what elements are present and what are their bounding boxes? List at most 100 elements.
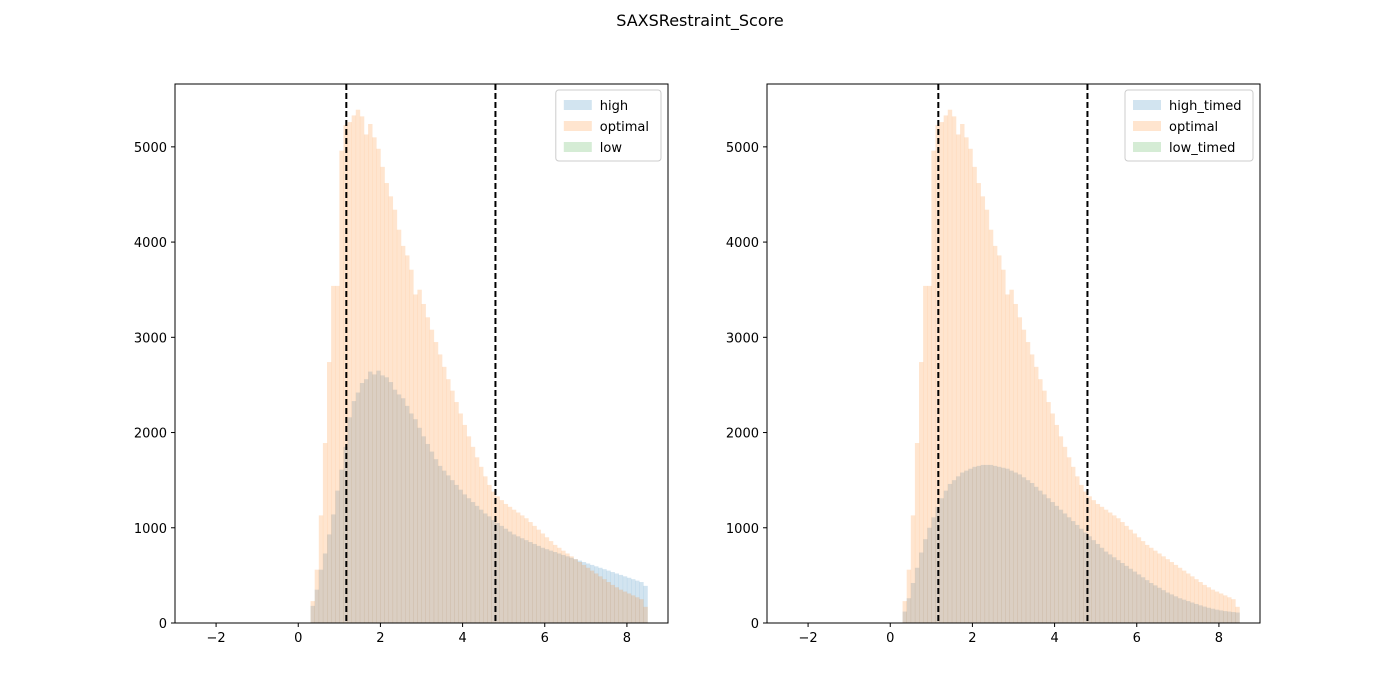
histogram-bar-optimal — [1066, 457, 1072, 623]
histogram-bar-high — [565, 556, 570, 623]
histogram-bar-optimal — [947, 109, 953, 623]
series-optimal — [310, 109, 648, 624]
histogram-bar-high-timed — [1079, 528, 1084, 623]
histogram-bar-high-timed — [1103, 551, 1109, 623]
histogram-bar-high-timed — [919, 552, 924, 623]
histogram-bar-optimal — [964, 137, 969, 623]
histogram-bar-high — [598, 567, 603, 623]
histogram-bar-high-timed — [1013, 472, 1018, 623]
histogram-bar-optimal — [380, 166, 385, 623]
histogram-bar-optimal — [1017, 317, 1023, 623]
histogram-bar-high — [532, 543, 537, 623]
legend-swatch-low — [563, 142, 592, 152]
histogram-bar-optimal — [1218, 593, 1224, 623]
histogram-bar-high — [643, 585, 648, 623]
histogram-bar-optimal — [1038, 379, 1043, 623]
histogram-bar-high-timed — [1165, 592, 1170, 623]
histogram-bar-high-timed — [1161, 590, 1166, 623]
histogram-bar-high — [384, 377, 389, 623]
histogram-bar-high — [380, 375, 385, 623]
histogram-bar-optimal — [1124, 525, 1129, 623]
histogram-bar-high-timed — [1144, 580, 1150, 623]
histogram-bar-optimal — [499, 500, 504, 623]
histogram-bar-high — [573, 559, 578, 623]
legend-label-optimal: optimal — [600, 120, 649, 135]
histogram-bar-high — [388, 382, 394, 623]
x-tick-label: 8 — [1215, 631, 1223, 646]
histogram-bar-optimal — [446, 379, 451, 623]
histogram-bar-high — [635, 580, 640, 623]
series-high-timed — [902, 464, 1240, 623]
histogram-bar-high — [503, 528, 509, 623]
histogram-bar-high — [491, 520, 496, 623]
histogram-bar-high — [626, 577, 632, 623]
histogram-bar-high — [392, 389, 398, 623]
histogram-bar-optimal — [458, 413, 463, 623]
histogram-bar-optimal — [1042, 390, 1047, 623]
histogram-bar-optimal — [635, 597, 640, 623]
histogram-bar-optimal — [1034, 366, 1039, 623]
right-histogram-panel: −2 0 2 4 6 8 0 1000 2000 3000 4000 5000 high_timedop… — [726, 83, 1261, 646]
histogram-bar-high — [470, 502, 476, 623]
histogram-bar-optimal — [552, 544, 558, 623]
histogram-bar-optimal — [1091, 500, 1096, 623]
histogram-bar-optimal — [960, 124, 965, 623]
histogram-bar-optimal — [618, 589, 624, 623]
histogram-bar-optimal — [1087, 496, 1092, 623]
histogram-bar-high-timed — [1107, 554, 1113, 623]
histogram-bar-high-timed — [1169, 594, 1175, 623]
histogram-bar-optimal — [1181, 570, 1187, 623]
histogram-bar-optimal — [589, 570, 595, 623]
axes-frame — [766, 83, 1261, 624]
histogram-bar-optimal — [376, 148, 381, 623]
y-tick-label: 0 — [751, 617, 759, 632]
histogram-bar-optimal — [532, 525, 537, 623]
histogram-bar-high-timed — [1005, 468, 1010, 623]
legend-swatch-optimal — [1133, 121, 1161, 131]
histogram-bar-optimal — [450, 390, 455, 623]
histogram-bar-optimal — [914, 443, 920, 623]
histogram-bar-optimal — [1075, 476, 1080, 623]
histogram-bar-high-timed — [931, 517, 936, 623]
histogram-bar-optimal — [400, 245, 406, 623]
histogram-bar-high-timed — [1046, 498, 1051, 623]
histogram-bar-optimal — [355, 109, 361, 623]
histogram-bar-high-timed — [1235, 612, 1240, 623]
histogram-bar-high — [466, 498, 472, 623]
histogram-bar-high-timed — [951, 480, 957, 623]
histogram-bar-optimal — [515, 512, 521, 623]
histogram-bar-optimal — [413, 294, 418, 623]
histogram-bar-optimal — [606, 582, 611, 623]
histogram-bar-high — [483, 513, 488, 623]
histogram-bar-optimal — [622, 591, 628, 623]
histogram-bar-optimal — [454, 402, 459, 623]
legend-label-low-timed: low_timed — [1169, 141, 1235, 156]
histogram-bar-optimal — [528, 522, 533, 623]
histogram-bar-high-timed — [984, 464, 990, 623]
histogram-bar-optimal — [992, 245, 998, 623]
histogram-bar-high — [359, 383, 365, 623]
histogram-bar-high — [606, 570, 611, 623]
histogram-bar-optimal — [602, 579, 607, 623]
histogram-bar-optimal — [437, 354, 443, 623]
histogram-bar-high-timed — [988, 464, 994, 623]
histogram-bar-high — [610, 572, 615, 623]
histogram-bar-optimal — [1046, 402, 1051, 623]
histogram-bar-optimal — [1005, 294, 1010, 623]
histogram-bar-optimal — [1177, 567, 1183, 623]
histogram-bar-high — [331, 514, 336, 623]
histogram-bar-high-timed — [1124, 565, 1129, 623]
histogram-bar-optimal — [540, 533, 546, 623]
histogram-bar-high-timed — [923, 539, 928, 623]
histogram-bar-high-timed — [968, 468, 973, 623]
histogram-bar-high — [413, 419, 418, 623]
series-high — [310, 370, 648, 623]
histogram-bar-optimal — [910, 515, 916, 623]
histogram-bar-optimal — [1021, 329, 1027, 623]
histogram-bar-high — [511, 534, 517, 623]
histogram-bar-high-timed — [1153, 585, 1158, 623]
histogram-bar-high — [499, 525, 504, 623]
histogram-bar-optimal — [491, 491, 496, 623]
histogram-bar-high-timed — [1173, 596, 1179, 623]
histogram-bar-optimal — [409, 269, 414, 623]
